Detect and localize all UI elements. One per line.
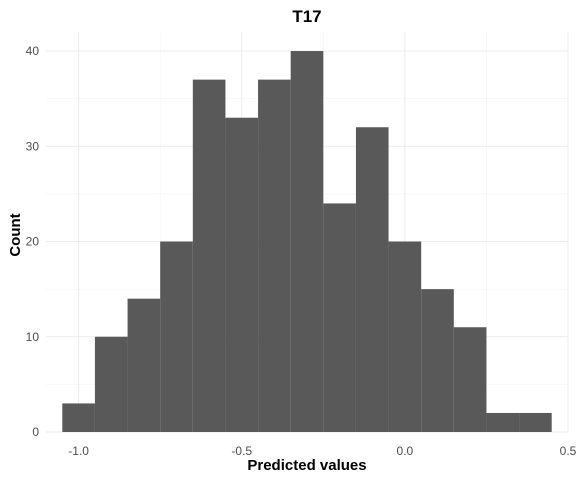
histogram-bar [421,289,454,432]
histogram-bar [94,336,128,432]
histogram-bar [453,327,487,432]
histogram-bar [160,241,193,432]
y-tick-label: 0 [32,425,39,439]
y-tick-label: 20 [26,235,40,249]
x-axis-ticks: -1.0 -0.5 0.0 0.5 [68,444,576,458]
histogram-bar [323,203,356,432]
histogram-bar [290,51,324,433]
y-axis-ticks: 0 10 20 30 40 [26,44,40,439]
y-tick-label: 40 [26,44,40,58]
histogram-bar [355,127,389,432]
y-axis-label: Count [7,213,24,256]
y-tick-label: 10 [26,330,40,344]
x-tick-label: 0.0 [397,444,414,458]
x-tick-label: -0.5 [231,444,252,458]
chart-title: T17 [292,7,321,26]
x-tick-label: -1.0 [68,444,89,458]
histogram-bar [192,79,226,432]
x-axis-label: Predicted values [247,457,366,474]
histogram-bar [258,79,291,432]
histogram-bar [519,412,552,432]
histogram-bar [486,412,520,432]
histogram-bar [62,403,95,432]
x-tick-label: 0.5 [560,444,576,458]
histogram-bar [388,241,422,432]
histogram-bars [62,51,552,433]
histogram-bar [225,117,259,432]
histogram-bar [127,298,161,432]
y-tick-label: 30 [26,139,40,153]
